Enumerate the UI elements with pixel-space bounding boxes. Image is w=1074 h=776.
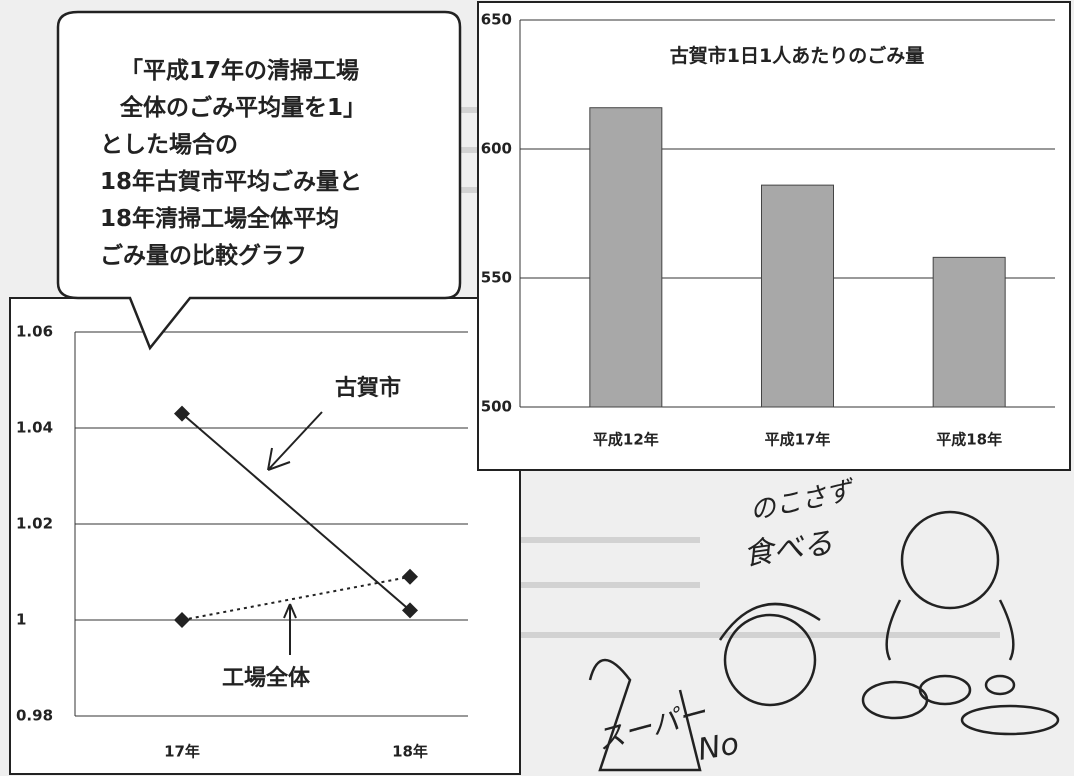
callout-line: とした場合の [100, 131, 238, 158]
callout-line: 18年清掃工場全体平均 [100, 205, 339, 232]
x-tick-label: 17年 [164, 743, 200, 761]
handwritten-text: No [695, 726, 741, 768]
x-tick-label: 平成17年 [765, 431, 831, 449]
y-tick-label: 500 [481, 398, 512, 416]
callout-line: 18年古賀市平均ごみ量と [100, 168, 362, 195]
x-tick-label: 平成12年 [593, 431, 659, 449]
y-tick-label: 1.04 [16, 419, 53, 437]
line-chart-panel [10, 298, 520, 774]
series-label: 工場全体 [222, 665, 311, 691]
callout-line: 全体のごみ平均量を1」 [119, 94, 366, 121]
x-tick-label: 18年 [392, 743, 428, 761]
bar [590, 108, 662, 407]
bar [933, 257, 1005, 407]
x-tick-label: 平成18年 [936, 431, 1002, 449]
y-tick-label: 1.06 [16, 323, 53, 341]
y-tick-label: 0.98 [16, 707, 53, 725]
page: 0.98 1 1.02 1.04 1.06 17年 18年 古賀市工場全体 「平成17年の清掃… [0, 0, 1074, 776]
chart-title: 古賀市1日1人あたりのごみ量 [670, 44, 924, 67]
y-tick-label: 1.02 [16, 515, 53, 533]
y-tick-label: 650 [481, 11, 512, 29]
y-tick-label: 550 [481, 269, 512, 287]
series-label: 古賀市 [335, 375, 401, 401]
y-tick-label: 1 [16, 611, 26, 629]
callout-line: 「平成17年の清掃工場 [120, 57, 359, 84]
callout-line: ごみ量の比較グラフ [100, 242, 307, 269]
bar [762, 185, 834, 407]
y-tick-label: 600 [481, 140, 512, 158]
